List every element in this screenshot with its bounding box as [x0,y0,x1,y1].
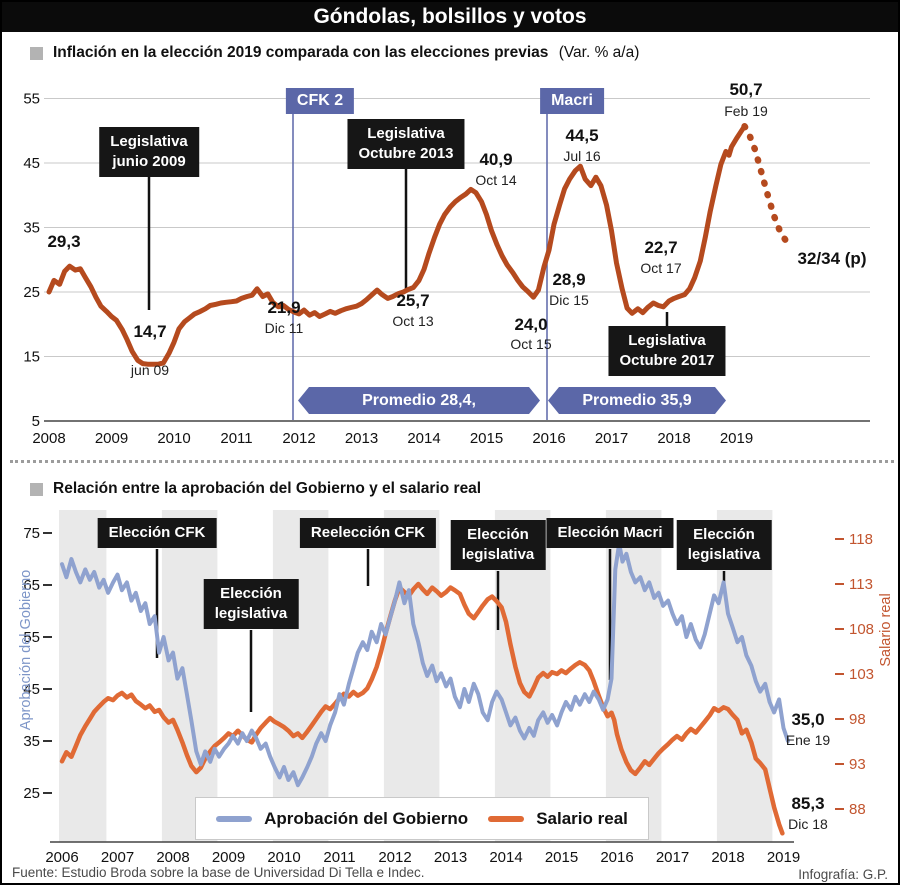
source-note: Fuente: Estudio Broda sobre la base de U… [12,865,425,880]
bullet-icon [30,482,43,496]
y-tick-label: 25 [23,284,40,301]
right-tick-label: 88 [849,801,866,818]
section2-heading-text: Relación entre la aprobación del Gobiern… [53,480,482,497]
x-tick-label: 2012 [282,430,315,447]
y-tick-label: 15 [23,349,40,366]
x-tick-label: 2010 [157,430,190,447]
left-tick-label: 25 [23,785,40,802]
left-axis-title: Aprobación del Gobierno [18,569,34,731]
right-tick-label: 113 [849,576,873,593]
year-stripe [716,510,773,842]
salary-line [59,581,785,836]
page-title: Góndolas, bolsillos y votos [2,2,898,32]
average-band-cfk: Promedio 28,4, [298,387,540,414]
x-tick-label: 2019 [767,849,800,866]
left-tick-label: 45 [23,681,40,698]
x-tick-label: 2018 [657,430,690,447]
section2-heading: Relación entre la aprobación del Gobiern… [30,480,481,498]
x-tick-label: 2016 [600,849,633,866]
right-tick-label: 118 [849,531,873,548]
x-tick-label: 2010 [267,849,300,866]
legend: Aprobación del Gobierno Salario real [195,797,649,840]
x-tick-label: 2016 [532,430,565,447]
x-tick-label: 2013 [434,849,467,866]
x-tick-label: 2011 [323,849,355,866]
legend-item-approval: Aprobación del Gobierno [216,809,468,829]
left-tick-label: 75 [23,525,40,542]
legend-item-salary: Salario real [488,809,628,829]
legend-label-approval: Aprobación del Gobierno [264,808,469,828]
y-tick-label: 55 [23,91,40,108]
credit-note: Infografía: G.P. [798,867,888,882]
section1-heading: Inflación en la elección 2019 comparada … [30,44,639,62]
right-axis-title: Salario real [878,593,894,667]
bullet-icon [30,46,43,60]
x-tick-label: 2013 [345,430,378,447]
right-tick-label: 93 [849,756,866,773]
right-tick-label: 98 [849,711,866,728]
year-stripe [59,510,107,842]
approval-line [60,541,790,788]
x-tick-label: 2015 [470,430,503,447]
x-tick-label: 2017 [595,430,628,447]
president-label-cfk2: CFK 2 [285,88,355,114]
x-tick-label: 2006 [45,849,78,866]
section1-heading-text: Inflación en la elección 2019 comparada … [53,44,549,61]
x-tick-label: 2009 [212,849,245,866]
y-tick-label: 35 [23,220,40,237]
year-stripe [605,510,662,842]
x-tick-label: 2019 [720,430,753,447]
y-tick-label: 45 [23,155,40,172]
x-tick-label: 2007 [101,849,134,866]
right-tick-label: 103 [849,666,874,683]
x-tick-label: 2012 [378,849,411,866]
x-tick-label: 2017 [656,849,689,866]
x-tick-label: 2014 [407,430,440,447]
y-tick-label: 5 [32,413,40,430]
inflation-line [46,123,748,367]
left-tick-label: 35 [23,733,40,750]
x-tick-label: 2014 [489,849,522,866]
x-tick-label: 2011 [220,430,252,447]
left-tick-label: 65 [23,577,40,594]
x-tick-label: 2015 [545,849,578,866]
legend-label-salary: Salario real [536,808,628,828]
x-tick-label: 2018 [711,849,744,866]
approval-line-swatch-icon [216,815,253,822]
x-tick-label: 2008 [156,849,189,866]
average-band-macri: Promedio 35,9 [548,387,726,414]
x-tick-label: 2008 [32,430,65,447]
salary-line-swatch-icon [488,815,525,822]
year-stripe [161,510,218,842]
x-tick-label: 2009 [95,430,128,447]
year-stripe [272,510,329,842]
section1-heading-suffix: (Var. % a/a) [558,44,640,61]
right-tick-label: 108 [849,621,874,638]
president-label-macri: Macri [540,88,604,114]
projection-dotted-line [741,122,790,245]
left-tick-label: 55 [23,629,40,646]
section-divider [10,460,894,463]
year-stripe [383,510,440,842]
